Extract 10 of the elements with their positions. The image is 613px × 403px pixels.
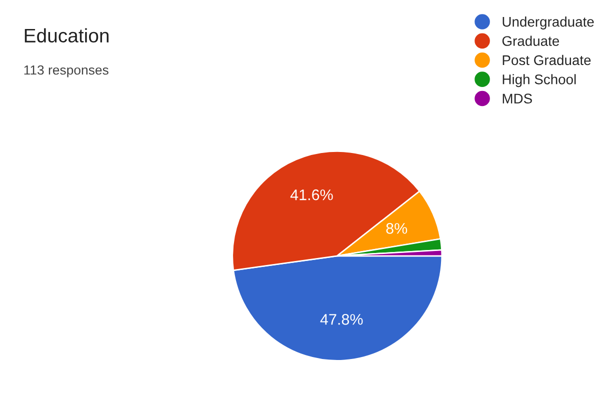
- data-label: 41.6%: [290, 189, 333, 200]
- data-label: 8%: [386, 223, 408, 234]
- text: Education: [24, 28, 109, 43]
- text: 113 responses: [24, 65, 108, 78]
- data-label: 47.8%: [320, 314, 363, 325]
- legend-label: Undergraduate: [502, 16, 594, 30]
- legend-label: Graduate: [502, 36, 560, 46]
- legend-label: Post Graduate: [502, 54, 591, 66]
- legend-label: High School: [502, 74, 576, 88]
- legend-label: MDS: [502, 94, 532, 104]
